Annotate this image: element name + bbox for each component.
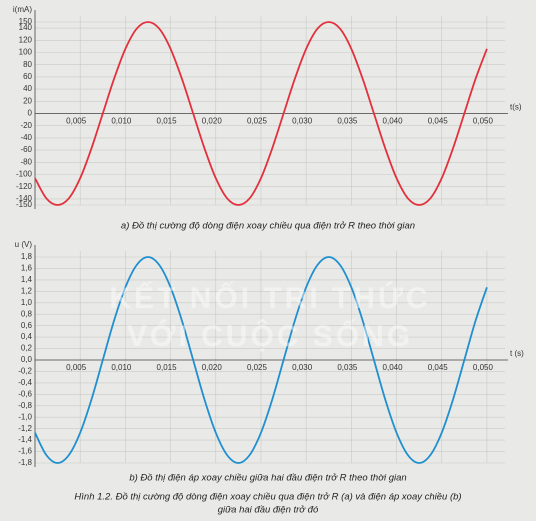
y-tick-label: 120: [19, 35, 33, 44]
line-series: [34, 256, 488, 464]
y-tick-label: 40: [23, 84, 32, 93]
y-tick-label: 0: [28, 109, 33, 118]
line-series: [34, 21, 488, 206]
y-tick-label: 150: [19, 17, 33, 26]
x-tick-label: 0,045: [428, 117, 449, 126]
x-tick-label: 0,010: [111, 363, 132, 372]
x-tick-label: 0,010: [111, 117, 132, 126]
watermark: VỚI CUỘC SỐNG: [127, 319, 413, 353]
y-tick-label: -0,2: [18, 367, 32, 376]
y-tick-label: -40: [20, 133, 32, 142]
x-tick-label: 0,030: [292, 363, 313, 372]
y-tick-label: 1,6: [21, 264, 33, 273]
y-axis-label: i(mA): [13, 5, 32, 14]
x-axis-label: t(s): [510, 103, 522, 112]
x-tick-label: 0,015: [157, 117, 178, 126]
x-tick-label: 0,015: [157, 363, 178, 372]
chart-caption: b) Đồ thị điện áp xoay chiều giữa hai đầ…: [129, 473, 406, 484]
x-tick-label: 0,040: [383, 117, 404, 126]
figure-caption: Hình 1.2. Đồ thị cường độ dòng điện xoay…: [74, 492, 461, 503]
y-tick-label: -0,4: [18, 378, 32, 387]
x-tick-label: 0,005: [66, 117, 87, 126]
y-tick-label: 20: [23, 96, 32, 105]
y-tick-label: 1,8: [21, 252, 33, 261]
y-tick-label: -80: [20, 157, 32, 166]
y-tick-label: 0,6: [21, 321, 33, 330]
y-tick-label: 0,2: [21, 344, 33, 353]
x-tick-label: 0,025: [247, 117, 268, 126]
y-tick-label: -0,6: [18, 389, 32, 398]
x-tick-label: 0,025: [247, 363, 268, 372]
y-tick-label: -60: [20, 145, 32, 154]
x-tick-label: 0,005: [66, 363, 87, 372]
y-tick-label: 80: [23, 60, 32, 69]
y-tick-label: 1,2: [21, 286, 33, 295]
y-tick-label: -140: [16, 194, 33, 203]
y-axis-label: u (V): [15, 240, 33, 249]
chart-caption: a) Đồ thị cường độ dòng điện xoay chiều …: [121, 221, 415, 232]
y-tick-label: -100: [16, 170, 33, 179]
y-tick-label: 1,0: [21, 298, 33, 307]
watermark: KẾT NỐI TRI THỨC: [109, 281, 430, 315]
y-tick-label: -1,2: [18, 424, 32, 433]
y-tick-label: -20: [20, 121, 32, 130]
x-tick-label: 0,045: [428, 363, 449, 372]
x-tick-label: 0,030: [292, 117, 313, 126]
y-tick-label: -0,8: [18, 401, 32, 410]
y-tick-label: 60: [23, 72, 32, 81]
y-tick-label: 0,4: [21, 332, 33, 341]
y-tick-label: 1,4: [21, 275, 33, 284]
y-tick-label: -120: [16, 182, 33, 191]
x-tick-label: 0,040: [383, 363, 404, 372]
y-tick-label: 0,8: [21, 309, 33, 318]
x-axis-label: t (s): [510, 349, 524, 358]
y-tick-label: -1,4: [18, 435, 32, 444]
y-tick-label: 0,0: [21, 355, 33, 364]
figure-caption: giữa hai đầu điện trở đó: [218, 505, 319, 516]
y-tick-label: -1,8: [18, 458, 32, 467]
x-tick-label: 0,035: [337, 363, 358, 372]
y-tick-label: 140: [19, 23, 33, 32]
y-tick-label: 100: [19, 48, 33, 57]
y-tick-label: -1,0: [18, 412, 32, 421]
y-tick-label: -150: [16, 200, 33, 209]
x-tick-label: 0,020: [202, 117, 223, 126]
x-tick-label: 0,050: [473, 117, 494, 126]
x-tick-label: 0,020: [202, 363, 223, 372]
y-tick-label: -1,6: [18, 447, 32, 456]
x-tick-label: 0,050: [473, 363, 494, 372]
x-tick-label: 0,035: [337, 117, 358, 126]
